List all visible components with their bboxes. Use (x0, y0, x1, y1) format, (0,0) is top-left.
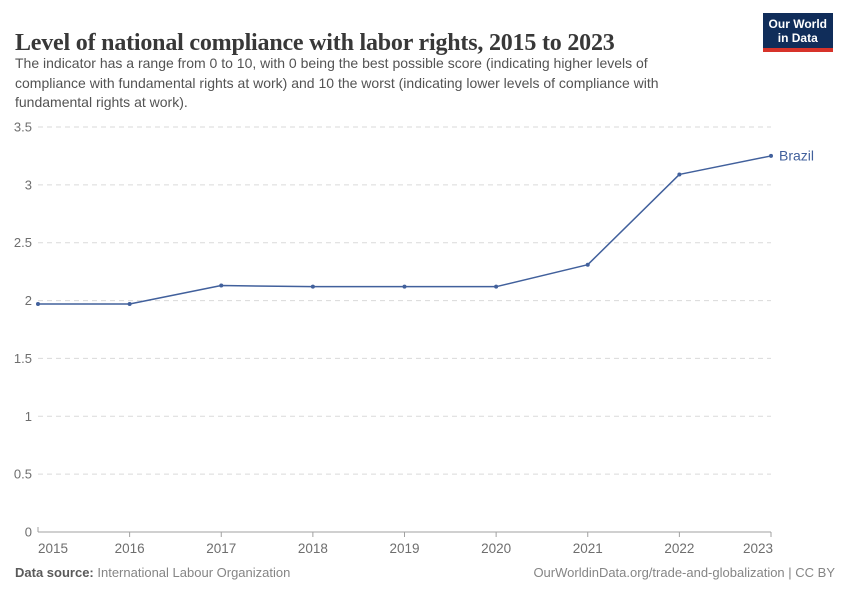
subtitle-line: The indicator has a range from 0 to 10, … (15, 55, 648, 71)
chart-subtitle: The indicator has a range from 0 to 10, … (15, 54, 659, 113)
data-point-2018 (310, 284, 315, 289)
subtitle-line: fundamental rights at work). (15, 94, 188, 110)
page-title: Level of national compliance with labor … (15, 30, 615, 57)
data-source-value: International Labour Organization (97, 565, 291, 580)
owid-logo-line2: in Data (777, 31, 818, 45)
y-tick-label-2: 2 (25, 293, 32, 308)
y-tick-label-1: 1 (25, 409, 32, 424)
data-point-2016 (127, 302, 132, 307)
license-link[interactable]: OurWorldinData.org/trade-and-globalizati… (533, 565, 835, 580)
entity-label: Brazil (779, 147, 814, 163)
x-tick-label-2018: 2018 (298, 541, 328, 556)
x-tick-label-2019: 2019 (389, 541, 419, 556)
data-source: Data source: International Labour Organi… (15, 565, 290, 580)
data-line-brazil (38, 155, 772, 305)
data-point-2022 (677, 172, 682, 177)
subtitle-line: compliance with fundamental rights at wo… (15, 74, 659, 91)
owid-logo[interactable]: Our World in Data (762, 13, 833, 52)
x-tick-label-2016: 2016 (115, 541, 145, 556)
x-tick-label-2021: 2021 (573, 541, 603, 556)
y-tick-label-0: 0 (25, 525, 32, 540)
x-tick-label-2020: 2020 (481, 541, 511, 556)
x-tick-label-2015: 2015 (38, 541, 68, 556)
x-tick-label-2017: 2017 (206, 541, 236, 556)
y-tick-label-3: 3 (25, 177, 32, 192)
chart-footer: Data source: International Labour Organi… (15, 565, 835, 580)
data-source-label: Data source: (15, 565, 94, 580)
x-tick-label-2023: 2023 (743, 541, 773, 556)
data-point-2020 (494, 284, 499, 289)
y-tick-label-2.5: 2.5 (14, 235, 32, 250)
data-point-2023 (769, 153, 773, 158)
x-tick-label-2022: 2022 (664, 541, 694, 556)
data-point-2021 (585, 262, 590, 267)
data-point-2019 (402, 284, 407, 289)
owid-logo-line1: Our World (768, 17, 827, 31)
data-point-2015 (36, 302, 40, 307)
data-point-2017 (219, 283, 224, 288)
y-tick-label-3.5: 3.5 (14, 120, 32, 135)
y-tick-label-0.5: 0.5 (14, 467, 32, 482)
y-tick-label-1.5: 1.5 (14, 351, 32, 366)
